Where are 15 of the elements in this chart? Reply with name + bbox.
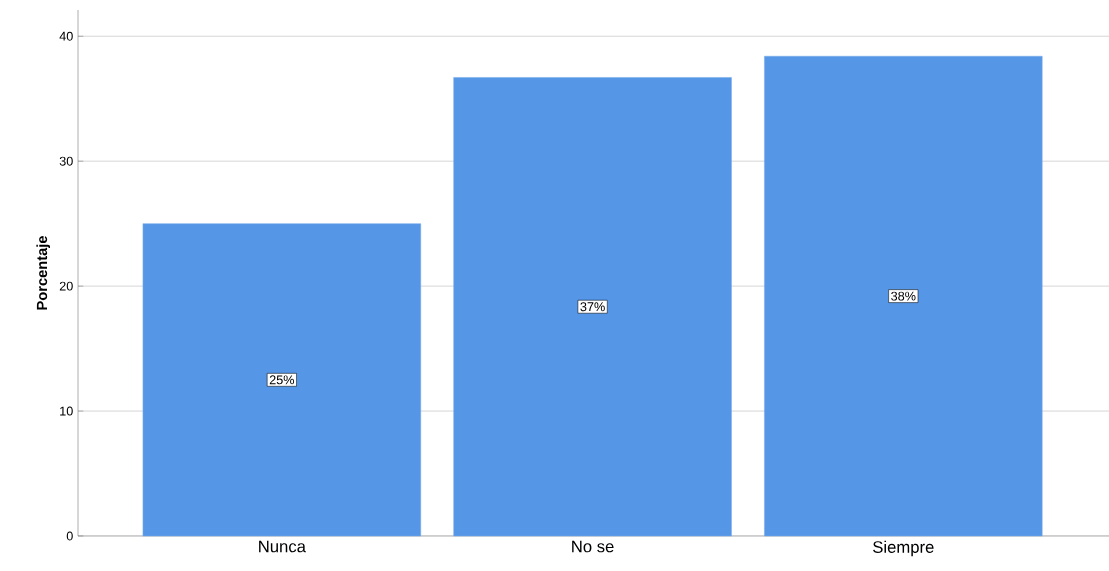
- x-tick-label: Nunca: [259, 540, 306, 553]
- data-label: 38%: [891, 291, 916, 301]
- y-tick-label: 40: [59, 31, 73, 41]
- y-tick-label: 30: [59, 156, 73, 166]
- x-tick-label: No se: [572, 540, 614, 553]
- data-label: 25%: [269, 375, 295, 385]
- y-tick-label: 10: [60, 406, 73, 416]
- y-tick-label: 20: [59, 281, 73, 291]
- x-tick-label: Siempre: [873, 540, 934, 557]
- bar: [764, 55, 1043, 537]
- y-tick-label: 0: [66, 531, 73, 541]
- bar: [453, 77, 732, 537]
- y-axis-title: Porcentaje: [36, 236, 51, 310]
- data-label: 37%: [580, 302, 605, 312]
- bar: [142, 223, 422, 537]
